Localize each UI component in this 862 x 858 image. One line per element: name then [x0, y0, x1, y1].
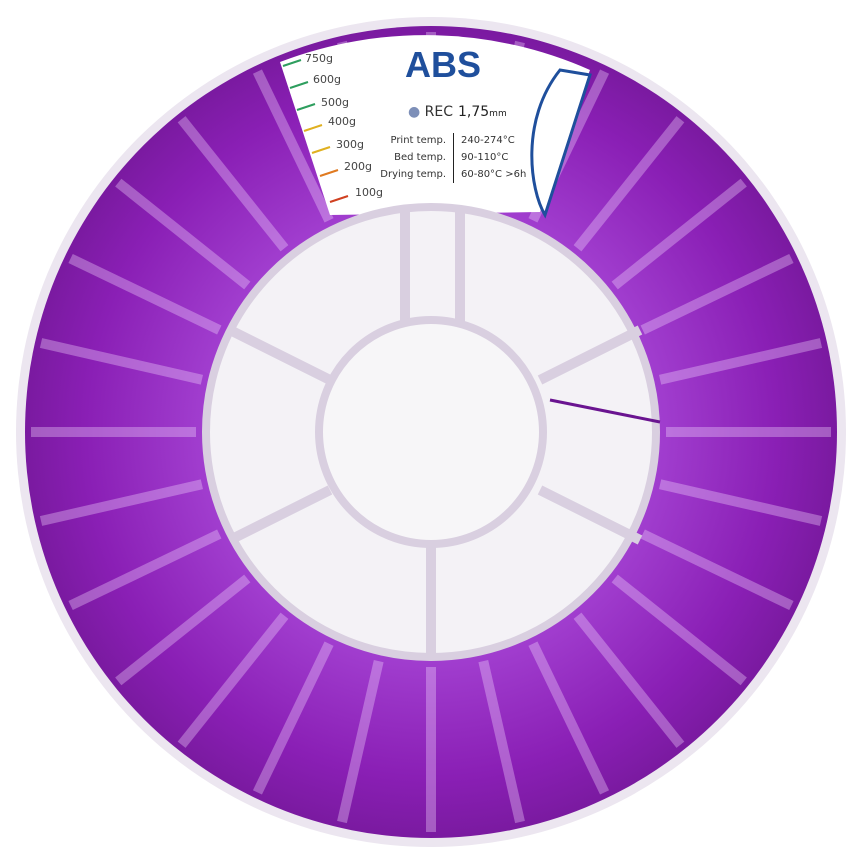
weight-mark: 100g [355, 186, 383, 199]
flange-rib [39, 479, 204, 526]
spec-divider [453, 133, 454, 183]
weight-mark: 750g [305, 52, 333, 65]
hub-spokes [227, 210, 643, 655]
flange-rib [252, 69, 334, 223]
hub-center-ring [315, 316, 547, 548]
flange-rib [115, 178, 251, 290]
flange-rib [611, 574, 747, 686]
spec-key: Print temp. [390, 135, 446, 146]
flange-rib [115, 574, 251, 686]
weight-mark: 400g [328, 115, 356, 128]
weight-tick [311, 146, 331, 154]
flange-rib [640, 253, 794, 335]
weight-mark: 300g [336, 138, 364, 151]
spec-value: 240-274°C [461, 135, 515, 146]
weight-tick [319, 169, 339, 177]
weight-scale-ticks [282, 59, 349, 203]
weight-mark: 200g [344, 160, 372, 173]
diameter-unit: mm [489, 109, 507, 119]
diameter-value: 1,75 [458, 104, 490, 120]
filament-end [549, 398, 661, 424]
weight-mark: 500g [321, 96, 349, 109]
flange-rib [658, 338, 823, 385]
recycled-label: REC [424, 104, 454, 120]
flange-rib [640, 529, 794, 611]
spec-key: Bed temp. [394, 152, 446, 163]
flange-rib [177, 612, 289, 748]
weight-tick [329, 195, 349, 203]
weight-mark: 600g [313, 73, 341, 86]
flange-rib [252, 641, 334, 795]
diameter: 1,75mm [458, 104, 507, 120]
flange-rib [573, 612, 685, 748]
material-title: ABS [405, 44, 482, 85]
brand-logo [530, 68, 592, 219]
flange-rib [478, 659, 525, 824]
drop-icon: ● [408, 104, 421, 120]
flange-rib [68, 529, 222, 611]
flange-rib [68, 253, 222, 335]
spec-key: Drying temp. [380, 169, 446, 180]
flange-rib [658, 479, 823, 526]
flange-rib [337, 659, 384, 824]
weight-tick [282, 59, 302, 67]
weight-tick [296, 103, 316, 111]
label-area [280, 35, 590, 215]
flange-rib [177, 116, 289, 252]
spec-value: 90-110°C [461, 152, 509, 163]
flange-rib [39, 338, 204, 385]
flange-rib [611, 178, 747, 290]
flange-rib [528, 641, 610, 795]
spec-value: 60-80°C >6h [461, 169, 527, 180]
weight-tick [303, 124, 323, 132]
weight-tick [289, 81, 309, 89]
flange-rib [573, 116, 685, 252]
recycled-badge: ● REC [408, 104, 453, 120]
